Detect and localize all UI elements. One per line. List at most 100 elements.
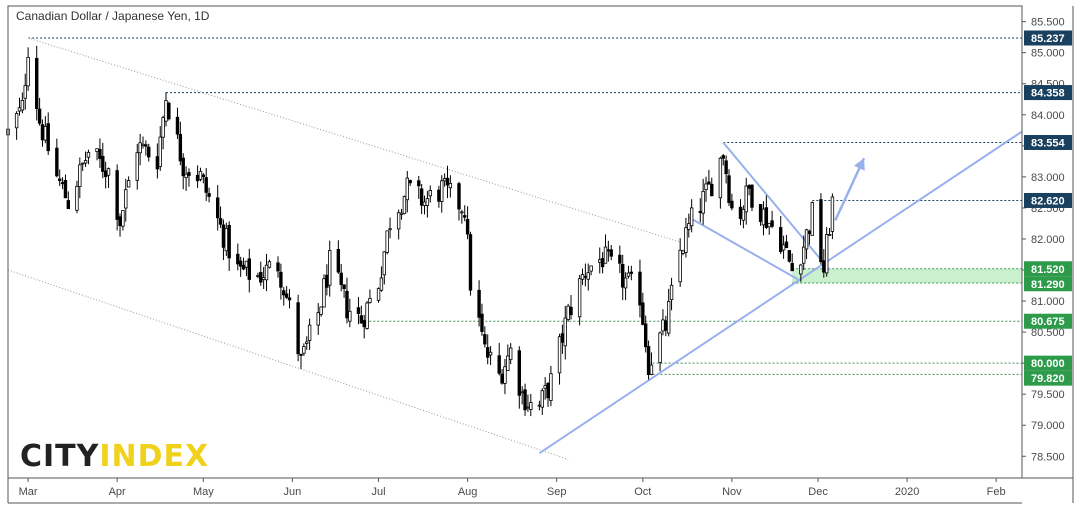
candle-body bbox=[181, 157, 185, 177]
candle bbox=[460, 209, 464, 224]
candle bbox=[402, 195, 407, 215]
candle bbox=[167, 101, 171, 121]
candle-body bbox=[86, 151, 91, 158]
candle bbox=[287, 289, 292, 309]
candle-body bbox=[830, 196, 835, 232]
candle-body bbox=[457, 183, 461, 210]
candle-body bbox=[80, 162, 85, 165]
candle-body bbox=[227, 224, 231, 259]
candle bbox=[477, 280, 481, 327]
candle-body bbox=[388, 228, 392, 231]
candle-body bbox=[305, 341, 309, 344]
candle-body bbox=[339, 272, 343, 285]
candle bbox=[187, 168, 191, 187]
candle bbox=[322, 274, 326, 308]
candle bbox=[328, 240, 332, 297]
candle-body bbox=[623, 277, 628, 289]
candle bbox=[503, 358, 507, 395]
candle-body bbox=[770, 220, 774, 227]
candle bbox=[603, 234, 608, 264]
candle-body bbox=[661, 319, 665, 332]
candle-body bbox=[537, 404, 542, 407]
candle-body bbox=[687, 223, 691, 230]
candle bbox=[20, 92, 25, 114]
candle bbox=[718, 156, 723, 209]
candle-body bbox=[664, 320, 668, 331]
candle bbox=[577, 274, 582, 326]
x-tick-label: Nov bbox=[722, 486, 742, 498]
candle-body bbox=[483, 334, 487, 345]
price-tag-80.675: 80.675 bbox=[1024, 313, 1072, 329]
candle-body bbox=[641, 302, 645, 325]
candle bbox=[365, 300, 369, 330]
candle-body bbox=[299, 353, 303, 356]
price-tag-label: 83.554 bbox=[1031, 137, 1066, 149]
x-tick-label: Dec bbox=[808, 486, 828, 498]
candle-body bbox=[175, 116, 180, 135]
candle bbox=[135, 143, 139, 190]
candle-body bbox=[480, 313, 484, 332]
x-tick-label: 2020 bbox=[895, 486, 919, 498]
candle bbox=[704, 176, 708, 202]
candle-body bbox=[827, 233, 832, 236]
candle-body bbox=[215, 197, 220, 219]
candle-body bbox=[399, 212, 404, 215]
trendline-4 bbox=[688, 216, 799, 281]
candle bbox=[523, 383, 527, 416]
candle-body bbox=[282, 290, 286, 296]
candle-body bbox=[606, 249, 611, 252]
candle bbox=[55, 138, 59, 178]
candle bbox=[827, 227, 832, 236]
candle bbox=[78, 157, 82, 199]
candle bbox=[687, 213, 691, 238]
candle-body bbox=[618, 254, 622, 264]
candle bbox=[396, 209, 401, 240]
candle bbox=[66, 191, 71, 210]
support-zone bbox=[792, 268, 1022, 284]
candle-body bbox=[402, 196, 407, 215]
candle-body bbox=[621, 263, 625, 288]
candle-body bbox=[563, 317, 567, 347]
candle bbox=[641, 292, 645, 326]
price-tag-82.620: 82.620 bbox=[1024, 192, 1072, 208]
candle bbox=[319, 306, 323, 317]
candle bbox=[385, 230, 389, 255]
candle-body bbox=[247, 258, 251, 280]
candle bbox=[296, 294, 300, 362]
candle bbox=[23, 73, 27, 110]
candle-body bbox=[345, 290, 349, 319]
candle bbox=[376, 287, 381, 303]
candle-body bbox=[779, 227, 783, 252]
candle-body bbox=[698, 211, 702, 213]
candle-body bbox=[126, 180, 131, 188]
candle bbox=[445, 165, 450, 199]
x-tick-label: Feb bbox=[987, 486, 1006, 498]
candle-body bbox=[43, 126, 48, 141]
candle bbox=[830, 193, 835, 240]
candle bbox=[236, 243, 240, 271]
candle-body bbox=[267, 261, 272, 268]
candle bbox=[517, 346, 522, 409]
candle-body bbox=[784, 241, 789, 249]
candle-body bbox=[730, 200, 734, 209]
candle-body bbox=[17, 107, 22, 112]
candle bbox=[586, 263, 590, 291]
candle-body bbox=[526, 406, 530, 409]
candle bbox=[721, 154, 725, 166]
candle-body bbox=[609, 249, 613, 257]
candle bbox=[307, 318, 312, 350]
candle-body bbox=[198, 171, 203, 180]
candle-body bbox=[689, 207, 694, 227]
candle-body bbox=[207, 193, 211, 197]
candle-body bbox=[164, 100, 168, 122]
candle-body bbox=[468, 234, 473, 291]
candle-body bbox=[178, 133, 183, 162]
candle-body bbox=[508, 347, 513, 360]
candle bbox=[804, 228, 809, 260]
price-tag-bg bbox=[1024, 355, 1072, 371]
candle bbox=[184, 166, 188, 191]
candle-body bbox=[23, 85, 27, 99]
candle-body bbox=[440, 180, 444, 202]
x-tick-label: Apr bbox=[109, 486, 126, 498]
